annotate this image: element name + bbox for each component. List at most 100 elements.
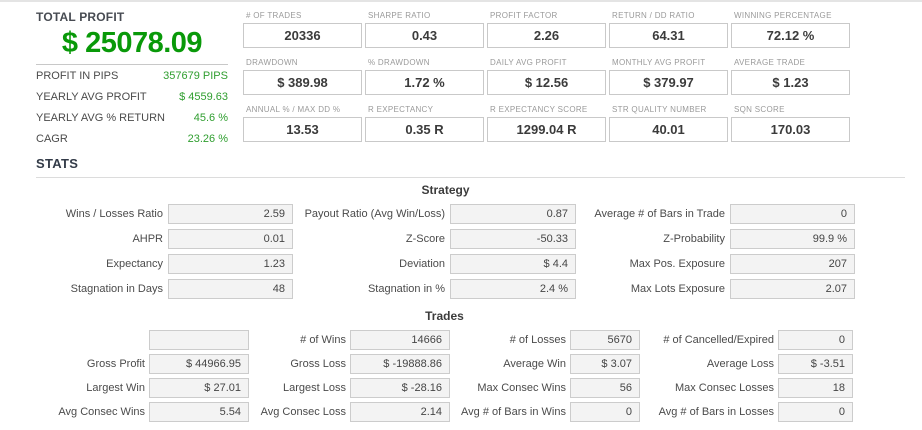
stat-label: Payout Ratio (Avg Win/Loss) <box>304 208 445 220</box>
metric-label: WINNING PERCENTAGE <box>734 11 832 20</box>
divider <box>36 177 905 178</box>
stat-label: Max Consec Wins <box>477 382 566 394</box>
stat-label: Max Consec Losses <box>674 382 774 394</box>
stat-label: Avg Consec Wins <box>58 406 145 418</box>
stat-label: Stagnation in Days <box>70 283 163 295</box>
stat-value-box: 18 <box>778 378 853 398</box>
metric-sqn-score: SQN SCORE 170.03 <box>731 105 850 142</box>
stat-label: Largest Win <box>86 382 145 394</box>
metrics-grid: # OF TRADES 20336 SHARPE RATIO 0.43 PROF… <box>243 11 850 142</box>
stat-label: Gross Profit <box>86 358 145 370</box>
summary-row-profit-in-pips: PROFIT IN PIPS 357679 PIPS <box>36 70 228 91</box>
metric-label: SHARPE RATIO <box>368 11 431 20</box>
stat-value-box: -50.33 <box>450 229 576 249</box>
stat-value-box: 2.07 <box>730 279 855 299</box>
stat-value-box: $ -3.51 <box>778 354 853 374</box>
stat-value-box: 1.23 <box>168 254 293 274</box>
stat-value-box: $ -28.16 <box>350 378 450 398</box>
stat-label: Stagnation in % <box>367 283 445 295</box>
metric-pct-drawdown: % DRAWDOWN 1.72 % <box>365 58 484 95</box>
stat-label: Avg Consec Loss <box>260 406 346 418</box>
stat-value-box: 14666 <box>350 330 450 350</box>
metric-value-box: $ 379.97 <box>609 70 728 95</box>
metric-label: MONTHLY AVG PROFIT <box>612 58 706 67</box>
metric-drawdown: DRAWDOWN $ 389.98 <box>243 58 362 95</box>
stat-value-box: 2.4 % <box>450 279 576 299</box>
metric-value-box: 13.53 <box>243 117 362 142</box>
stat-label: Gross Loss <box>290 358 346 370</box>
metric-value-box: 40.01 <box>609 117 728 142</box>
stat-label: Average Win <box>503 358 566 370</box>
metric-winning-percentage: WINNING PERCENTAGE 72.12 % <box>731 11 850 48</box>
metric-r-expectancy-score: R EXPECTANCY SCORE 1299.04 R <box>487 105 606 142</box>
metric-value-box: 0.43 <box>365 23 484 48</box>
metric-value-box: 1299.04 R <box>487 117 606 142</box>
metric-value-box: $ 12.56 <box>487 70 606 95</box>
top-divider <box>0 0 922 2</box>
summary-row-value: 357679 PIPS <box>163 70 228 82</box>
stat-value-box: 0.87 <box>450 204 576 224</box>
stat-label: Average # of Bars in Trade <box>594 208 725 220</box>
metric-label: AVERAGE TRADE <box>734 58 806 67</box>
metric-value-box: 1.72 % <box>365 70 484 95</box>
stat-label: Wins / Losses Ratio <box>65 208 163 220</box>
stat-label: Max Pos. Exposure <box>629 258 725 270</box>
summary-row-yearly-avg-profit: YEARLY AVG PROFIT $ 4559.63 <box>36 91 228 112</box>
stat-value-box <box>149 330 249 350</box>
summary-row-label: YEARLY AVG PROFIT <box>36 91 147 103</box>
stat-label: # of Losses <box>509 334 566 346</box>
metric-label: DAILY AVG PROFIT <box>490 58 567 67</box>
metric-num-trades: # OF TRADES 20336 <box>243 11 362 48</box>
metric-label: ANNUAL % / MAX DD % <box>246 105 341 114</box>
metric-average-trade: AVERAGE TRADE $ 1.23 <box>731 58 850 95</box>
trades-section: Trades # of Wins 14666 # of Losses 5670 … <box>36 309 853 422</box>
metric-value-box: 20336 <box>243 23 362 48</box>
metric-value-box: $ 389.98 <box>243 70 362 95</box>
trades-title: Trades <box>425 309 464 323</box>
metric-sharpe-ratio: SHARPE RATIO 0.43 <box>365 11 484 48</box>
stat-value-box: 99.9 % <box>730 229 855 249</box>
metric-value-box: 2.26 <box>487 23 606 48</box>
stat-value-box: $ -19888.86 <box>350 354 450 374</box>
stat-label: Z-Score <box>405 233 445 245</box>
strategy-grid: Wins / Losses Ratio 2.59 Payout Ratio (A… <box>36 204 855 299</box>
stat-value-box: 48 <box>168 279 293 299</box>
stat-value-box: 207 <box>730 254 855 274</box>
metric-label: R EXPECTANCY SCORE <box>490 105 588 114</box>
stats-heading: STATS <box>36 156 79 171</box>
summary-row-cagr: CAGR 23.26 % <box>36 133 228 154</box>
stat-label: Average Loss <box>706 358 774 370</box>
stat-value-box: 5.54 <box>149 402 249 422</box>
stat-label: Expectancy <box>106 258 163 270</box>
metric-annual-pct-max-dd: ANNUAL % / MAX DD % 13.53 <box>243 105 362 142</box>
stat-label: # of Cancelled/Expired <box>663 334 774 346</box>
strategy-title: Strategy <box>421 183 470 197</box>
stat-label: Deviation <box>399 258 445 270</box>
metric-value-box: 72.12 % <box>731 23 850 48</box>
metric-label: SQN SCORE <box>734 105 785 114</box>
stat-value-box: 2.14 <box>350 402 450 422</box>
metric-return-dd-ratio: RETURN / DD RATIO 64.31 <box>609 11 728 48</box>
stat-label: Largest Loss <box>283 382 346 394</box>
summary-row-yearly-avg-pct-return: YEARLY AVG % RETURN 45.6 % <box>36 112 228 133</box>
stat-value-box: 0 <box>778 402 853 422</box>
stat-label: Avg # of Bars in Losses <box>658 406 774 418</box>
stat-value-box: $ 27.01 <box>149 378 249 398</box>
stat-value-box: $ 44966.95 <box>149 354 249 374</box>
divider <box>36 64 228 65</box>
summary-row-value: $ 4559.63 <box>179 91 228 103</box>
stat-value-box: 0 <box>730 204 855 224</box>
metric-label: % DRAWDOWN <box>368 58 430 67</box>
metric-label: PROFIT FACTOR <box>490 11 558 20</box>
summary-row-label: CAGR <box>36 133 68 145</box>
stat-value-box: 5670 <box>570 330 640 350</box>
strategy-section: Strategy Wins / Losses Ratio 2.59 Payout… <box>36 183 855 299</box>
metric-label: # OF TRADES <box>246 11 302 20</box>
stat-value-box: $ 3.07 <box>570 354 640 374</box>
metric-daily-avg-profit: DAILY AVG PROFIT $ 12.56 <box>487 58 606 95</box>
metric-monthly-avg-profit: MONTHLY AVG PROFIT $ 379.97 <box>609 58 728 95</box>
metric-value-box: 170.03 <box>731 117 850 142</box>
total-profit-value: $ 25078.09 <box>61 27 203 59</box>
stat-label: # of Wins <box>300 334 346 346</box>
stat-value-box: 0 <box>778 330 853 350</box>
